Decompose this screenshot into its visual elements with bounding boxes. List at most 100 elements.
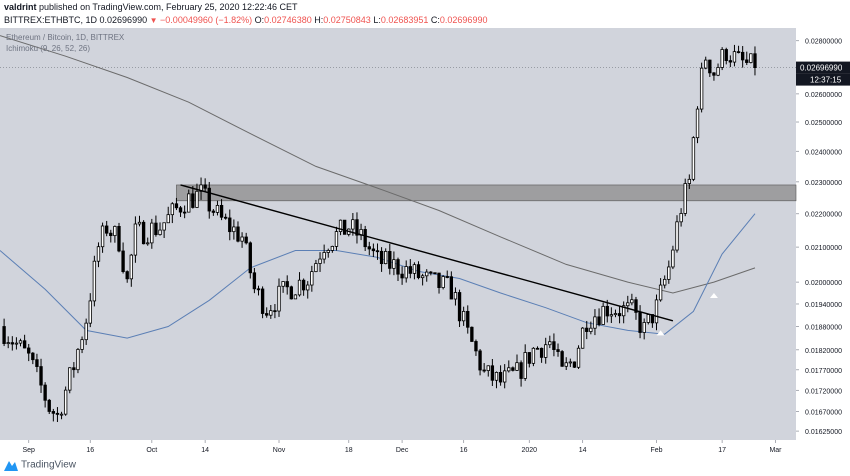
candle-body xyxy=(72,367,76,371)
candle-body xyxy=(182,211,187,214)
time-axis[interactable] xyxy=(0,440,796,456)
candle-body xyxy=(580,327,585,349)
candle-body xyxy=(59,413,64,416)
candle-body xyxy=(375,250,380,253)
candle-body xyxy=(301,279,306,291)
candle-body xyxy=(531,347,536,364)
ytick-label: 0.01880000 xyxy=(805,325,842,332)
candle-body xyxy=(585,327,589,332)
candle-body xyxy=(667,266,671,280)
candle-body xyxy=(117,225,121,252)
high-label: H: xyxy=(314,15,324,25)
candle-body xyxy=(732,51,737,63)
candle-body xyxy=(663,278,667,286)
open-label: O: xyxy=(254,15,265,25)
candle-body xyxy=(511,367,515,371)
candle-body xyxy=(605,305,609,317)
candle-body xyxy=(363,229,367,248)
candle-body xyxy=(125,271,129,280)
candle-body xyxy=(740,51,745,61)
candle-body xyxy=(482,369,486,372)
candle-body xyxy=(503,370,507,383)
candle-body xyxy=(675,221,679,251)
candle-body xyxy=(260,288,265,314)
candle-body xyxy=(535,347,540,350)
candle-body xyxy=(219,204,224,218)
candle-body xyxy=(601,305,605,325)
candle-body xyxy=(371,248,376,252)
candle-body xyxy=(539,347,544,358)
candle-body xyxy=(326,250,330,253)
candle-body xyxy=(691,137,696,180)
candle-body xyxy=(494,371,499,381)
candle-body xyxy=(466,310,470,328)
xtick-label: Oct xyxy=(146,447,157,454)
candle-body xyxy=(121,250,125,272)
candle-body xyxy=(507,367,511,372)
author[interactable]: valdrint xyxy=(4,2,37,12)
candle-body xyxy=(736,51,741,54)
candle-body xyxy=(236,226,240,242)
candle-body xyxy=(498,371,503,383)
candle-body xyxy=(10,342,14,345)
price-chart[interactable]: Ethereum / Bitcoin, 1D, BITTREX Ichimoku… xyxy=(0,28,850,456)
candle-body xyxy=(564,362,568,367)
candle-body xyxy=(146,242,150,245)
candle-body xyxy=(527,352,531,364)
candle-body xyxy=(43,384,47,401)
candle-body xyxy=(412,264,417,274)
close-value: 0.02696990 xyxy=(439,15,488,25)
candle-body xyxy=(400,273,404,279)
candle-body xyxy=(609,314,614,317)
candle-body xyxy=(519,362,523,379)
candle-body xyxy=(556,349,560,352)
xtick-label: Mar xyxy=(769,447,782,454)
candle-body xyxy=(745,59,749,63)
footer: TradingView xyxy=(0,456,850,476)
candle-body xyxy=(55,412,60,415)
candle-body xyxy=(330,245,335,251)
candle-body xyxy=(88,300,92,324)
candle-body xyxy=(187,193,191,213)
candle-body xyxy=(109,232,113,237)
ohlc-line: BITTREX:ETHBTC, 1D 0.02696990 ▼ −0.00049… xyxy=(4,15,487,25)
trendline xyxy=(180,184,674,322)
xtick-label: Sep xyxy=(22,447,35,454)
candle-body xyxy=(100,225,105,248)
ytick-label: 0.02200000 xyxy=(805,212,842,219)
candle-body xyxy=(170,203,175,216)
xtick-label: 2020 xyxy=(522,447,538,454)
ytick-label: 0.02600000 xyxy=(805,92,842,99)
candle-body xyxy=(207,187,211,212)
candle-body xyxy=(453,292,458,300)
chart-title: Ethereum / Bitcoin, 1D, BITTREX xyxy=(6,33,125,42)
xtick-label: 16 xyxy=(86,447,94,454)
ytick-label: 0.02000000 xyxy=(805,280,842,287)
candle-body xyxy=(39,366,43,386)
candle-body xyxy=(646,314,650,323)
candle-body xyxy=(105,225,109,234)
tradingview-logo[interactable]: TradingView xyxy=(4,459,76,471)
candle-body xyxy=(2,326,6,344)
candle-body xyxy=(367,246,371,250)
xtick-label: Nov xyxy=(273,447,286,454)
candle-body xyxy=(712,72,716,76)
ytick-label: 0.02100000 xyxy=(805,245,842,252)
candle-body xyxy=(203,184,207,189)
candle-body xyxy=(31,352,35,361)
candle-body xyxy=(334,231,339,247)
candle-body xyxy=(47,399,51,412)
candle-body xyxy=(174,203,179,209)
low-label: L: xyxy=(373,15,381,25)
candle-body xyxy=(269,310,273,316)
plot-area[interactable] xyxy=(0,28,796,440)
xtick-label: 16 xyxy=(460,447,468,454)
candle-body xyxy=(568,361,573,364)
price-axis[interactable] xyxy=(796,28,850,456)
ytick-label: 0.01820000 xyxy=(805,348,842,355)
candle-body xyxy=(572,361,577,368)
candle-body xyxy=(96,246,101,262)
candle-body xyxy=(379,250,384,265)
candle-body xyxy=(137,221,142,225)
candle-body xyxy=(720,49,724,68)
